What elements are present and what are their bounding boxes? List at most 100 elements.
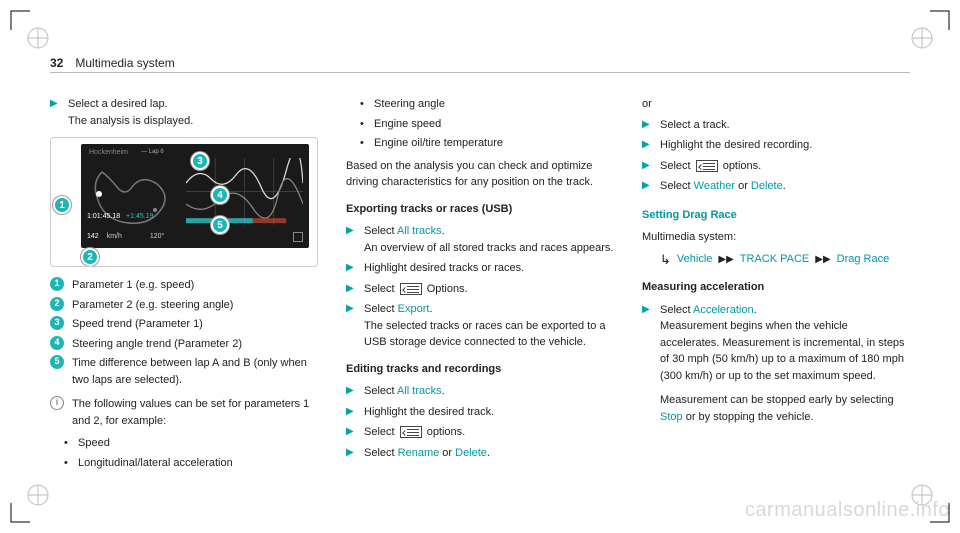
figure-lap-b: +1:45.19	[126, 213, 153, 220]
step-marker-icon: ▶	[346, 445, 358, 462]
column-3: or ▶ Select a track. ▶ Highlight the des…	[642, 96, 910, 477]
parameter-examples-list: Speed Longitudinal/lateral acceleration	[68, 435, 318, 471]
step-text: .	[429, 303, 432, 315]
page-header: 32 Multimedia system	[50, 54, 910, 72]
figure-box-icon	[293, 232, 303, 242]
step-marker-icon: ▶	[346, 301, 358, 351]
step-marker-icon: ▶	[346, 223, 358, 256]
link-export[interactable]: Export	[398, 303, 430, 315]
options-menu-icon[interactable]	[400, 426, 422, 438]
list-item: Speed	[68, 435, 318, 452]
step-text: .	[442, 225, 445, 237]
breadcrumb-drag-race[interactable]: Drag Race	[837, 251, 890, 268]
step-marker-icon: ▶	[642, 158, 654, 175]
figure-speed-unit: km/h	[107, 232, 122, 243]
legend-badge-1: 1	[50, 277, 64, 291]
info-note: i The following values can be set for pa…	[50, 396, 318, 429]
parameter-examples-list-cont: Steering angle Engine speed Engine oil/t…	[364, 96, 614, 152]
step-select-options-3: ▶ Select options.	[642, 158, 910, 175]
step-marker-icon: ▶	[50, 96, 62, 129]
link-delete[interactable]: Delete	[751, 180, 783, 192]
step-weather-delete: ▶ Select Weather or Delete.	[642, 178, 910, 195]
info-text: The following values can be set for para…	[72, 396, 318, 429]
header-rule	[50, 72, 910, 73]
step-text: .	[783, 180, 786, 192]
step-marker-icon: ▶	[642, 178, 654, 195]
figure-temp: 120°	[150, 232, 164, 243]
legend-text: Speed trend (Parameter 1)	[72, 316, 203, 333]
step-text: or by stopping the vehicle.	[683, 411, 814, 423]
link-delete[interactable]: Delete	[455, 447, 487, 459]
step-highlight-recording: ▶ Highlight the desired recording.	[642, 137, 910, 154]
figure-badge-5: 5	[211, 216, 229, 234]
step-text: Select	[660, 304, 693, 316]
list-item: Longitudinal/lateral acceleration	[68, 455, 318, 472]
step-select-lap: ▶ Select a desired lap. The analysis is …	[50, 96, 318, 129]
step-marker-icon: ▶	[346, 281, 358, 298]
step-text: Select	[660, 160, 694, 172]
step-result: An overview of all stored tracks and rac…	[364, 240, 614, 257]
step-text: Select	[364, 283, 398, 295]
link-acceleration[interactable]: Acceleration	[693, 304, 754, 316]
legend-text: Parameter 1 (e.g. speed)	[72, 277, 194, 294]
page-number: 32	[50, 54, 63, 72]
step-select-track: ▶ Select a track.	[642, 117, 910, 134]
step-text: Highlight desired tracks or races.	[364, 260, 614, 277]
heading-export: Exporting tracks or races (USB)	[346, 201, 614, 218]
breadcrumb-vehicle[interactable]: Vehicle	[677, 251, 712, 268]
legend-item-5: 5 Time difference between lap A and B (o…	[50, 355, 318, 388]
step-select-all-tracks-2: ▶ Select All tracks.	[346, 383, 614, 400]
figure-badge-1: 1	[53, 196, 71, 214]
list-item: Steering angle	[364, 96, 614, 113]
page-title: Multimedia system	[75, 54, 174, 72]
legend-badge-3: 3	[50, 316, 64, 330]
section-drag-race: Setting Drag Race	[642, 207, 910, 224]
step-text: or	[735, 180, 751, 192]
link-rename[interactable]: Rename	[398, 447, 440, 459]
link-all-tracks[interactable]: All tracks	[397, 225, 442, 237]
link-all-tracks[interactable]: All tracks	[397, 385, 442, 397]
step-marker-icon: ▶	[642, 137, 654, 154]
step-marker-icon: ▶	[642, 117, 654, 134]
options-menu-icon[interactable]	[400, 283, 422, 295]
options-menu-icon[interactable]	[696, 160, 718, 172]
step-text: Select a track.	[660, 117, 910, 134]
figure-badge-2: 2	[81, 248, 99, 266]
step-result: The analysis is displayed.	[68, 113, 318, 130]
step-marker-icon: ▶	[346, 383, 358, 400]
step-rename-delete: ▶ Select Rename or Delete.	[346, 445, 614, 462]
step-result: Measurement begins when the vehicle acce…	[660, 318, 910, 384]
figure-badge-3: 3	[191, 152, 209, 170]
breadcrumb-track-pace[interactable]: TRACK PACE	[740, 251, 809, 268]
legend-badge-5: 5	[50, 355, 64, 369]
legend-item-2: 2 Parameter 2 (e.g. steering angle)	[50, 297, 318, 314]
figure-lap-a: 1:01:45.18	[87, 213, 120, 220]
column-1: ▶ Select a desired lap. The analysis is …	[50, 96, 318, 477]
step-text: Highlight the desired recording.	[660, 137, 910, 154]
step-highlight-track: ▶ Highlight the desired track.	[346, 404, 614, 421]
heading-measuring-acceleration: Measuring acceleration	[642, 279, 910, 296]
step-marker-icon: ▶	[346, 404, 358, 421]
legend-item-1: 1 Parameter 1 (e.g. speed)	[50, 277, 318, 294]
step-text: .	[487, 447, 490, 459]
legend-item-4: 4 Steering angle trend (Parameter 2)	[50, 336, 318, 353]
step-text: Highlight the desired track.	[364, 404, 614, 421]
breadcrumb-start-icon: ↳	[660, 250, 671, 270]
step-select-acceleration: ▶ Select Acceleration. Measurement begin…	[642, 302, 910, 426]
step-text: .	[754, 304, 757, 316]
step-text: Select	[364, 225, 397, 237]
figure-lap-tag: — Lap 6	[141, 148, 164, 157]
link-stop[interactable]: Stop	[660, 411, 683, 423]
breadcrumb: ↳ Vehicle ▶▶ TRACK PACE ▶▶ Drag Race	[660, 250, 910, 270]
chevron-right-icon: ▶▶	[815, 252, 830, 267]
legend-text: Parameter 2 (e.g. steering angle)	[72, 297, 233, 314]
step-select-all-tracks: ▶ Select All tracks. An overview of all …	[346, 223, 614, 256]
step-text: Select	[364, 385, 397, 397]
step-text: Select	[364, 426, 398, 438]
step-select-options-2: ▶ Select options.	[346, 424, 614, 441]
step-text: Select a desired lap.	[68, 96, 318, 113]
step-select-export: ▶ Select Export. The selected tracks or …	[346, 301, 614, 351]
link-weather[interactable]: Weather	[694, 180, 735, 192]
info-icon: i	[50, 396, 64, 410]
legend-badge-2: 2	[50, 297, 64, 311]
